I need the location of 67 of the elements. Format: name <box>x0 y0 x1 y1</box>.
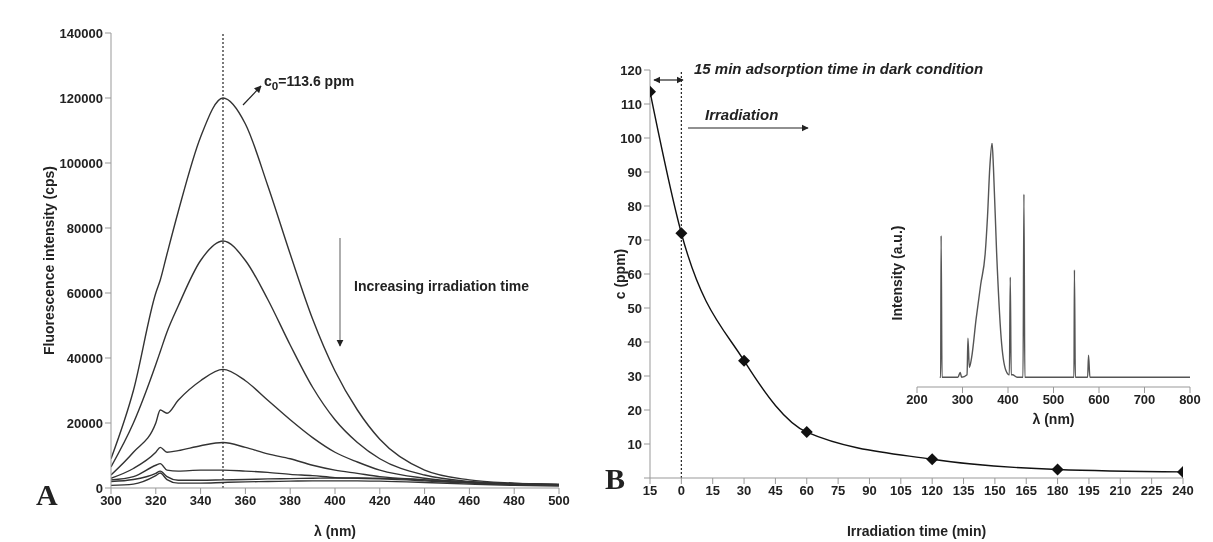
x-tick-label: 480 <box>503 493 526 509</box>
y-tick-label: 100000 <box>59 155 103 171</box>
x-tick-label: 400 <box>997 392 1019 408</box>
x-tick-label: 90 <box>862 483 877 499</box>
y-tick-label: 40000 <box>66 350 103 366</box>
x-tick-label: 340 <box>189 493 212 509</box>
y-tick-label: 100 <box>620 130 642 146</box>
annotation: c$_{0}$=113.6 ppm <box>264 73 355 92</box>
x-axis-title: λ (nm) <box>314 523 356 539</box>
y-tick-label: 60000 <box>66 285 103 301</box>
y-tick-label: 20 <box>627 402 642 418</box>
x-tick-label: 420 <box>368 493 391 509</box>
y-tick-label: 10 <box>627 436 642 452</box>
x-tick-label: 800 <box>1179 392 1201 408</box>
y-tick-label: 20000 <box>66 415 103 431</box>
x-axis-title: λ (nm) <box>1032 411 1075 427</box>
x-tick-label: 600 <box>1088 392 1110 408</box>
x-tick-label: 240 <box>1172 483 1194 499</box>
y-tick-label: 90 <box>627 164 642 180</box>
x-tick-label: 120 <box>921 483 944 499</box>
x-tick-label: 195 <box>1078 483 1100 499</box>
y-tick-label: 50 <box>627 300 642 316</box>
text: A <box>36 478 58 512</box>
x-tick-label: 500 <box>1042 392 1065 408</box>
y-tick-label: 30 <box>627 368 642 384</box>
annotation: Increasing irradiation time <box>354 278 530 294</box>
y-axis-title: c (ppm) <box>611 248 628 300</box>
x-tick-label: 180 <box>1046 483 1069 499</box>
x-tick-label: 105 <box>889 483 912 499</box>
y-tick-label: 140000 <box>59 25 103 41</box>
x-axis-title: Irradiation time (min) <box>846 523 987 539</box>
x-tick-label: 380 <box>279 493 302 509</box>
y-tick-label: 80000 <box>66 220 103 236</box>
text: B <box>605 462 626 496</box>
y-tick-label: 120000 <box>59 90 103 106</box>
x-tick-label: 30 <box>736 483 752 499</box>
y-tick-label: 110 <box>621 96 642 112</box>
x-tick-label: 75 <box>830 483 846 499</box>
y-tick-label: 70 <box>627 232 642 248</box>
x-tick-label: 320 <box>144 493 167 509</box>
y-tick-label: 120 <box>620 62 642 78</box>
annotation: 15 min adsorption time in dark condition <box>694 60 984 77</box>
x-tick-label: 400 <box>324 493 346 509</box>
x-tick-label: 15 <box>705 483 720 499</box>
x-tick-label: 300 <box>100 493 122 509</box>
x-tick-label: 210 <box>1109 483 1132 499</box>
y-tick-label: 60 <box>627 266 642 282</box>
x-tick-label: 700 <box>1133 392 1156 408</box>
x-tick-label: 200 <box>906 392 928 408</box>
x-tick-label: 150 <box>984 483 1006 499</box>
y-tick-label: 80 <box>627 198 642 214</box>
annotation: Irradiation <box>705 106 779 123</box>
y-tick-label: 40 <box>627 334 642 350</box>
x-tick-label: 15 <box>642 483 658 499</box>
x-tick-label: 0 <box>677 483 685 499</box>
y-axis-title: Intensity (a.u.) <box>889 225 905 321</box>
x-tick-label: 165 <box>1015 483 1038 499</box>
y-axis-title: Fluorescence intensity (cps) <box>40 165 57 356</box>
x-tick-label: 360 <box>234 493 257 509</box>
x-tick-label: 500 <box>548 493 570 509</box>
x-tick-label: 440 <box>413 493 436 509</box>
x-tick-label: 460 <box>458 493 481 509</box>
x-tick-label: 225 <box>1140 483 1163 499</box>
x-tick-label: 135 <box>952 483 975 499</box>
x-tick-label: 300 <box>951 392 974 408</box>
x-tick-label: 60 <box>799 483 814 499</box>
x-tick-label: 45 <box>768 483 783 499</box>
